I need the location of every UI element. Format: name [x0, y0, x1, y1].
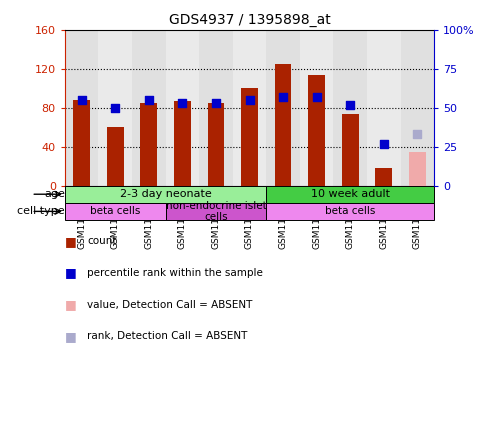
Text: beta cells: beta cells [325, 206, 375, 217]
Bar [266, 186, 434, 203]
Text: percentile rank within the sample: percentile rank within the sample [87, 268, 263, 278]
Bar [333, 30, 367, 186]
Point [178, 99, 186, 106]
Bar [199, 30, 233, 186]
Bar [65, 30, 98, 186]
Text: count: count [87, 236, 117, 246]
Text: ■: ■ [65, 298, 77, 311]
Bar [65, 203, 166, 220]
Text: 10 week adult: 10 week adult [311, 189, 390, 199]
Text: ■: ■ [65, 330, 77, 343]
Bar [401, 30, 434, 186]
Text: rank, Detection Call = ABSENT: rank, Detection Call = ABSENT [87, 331, 248, 341]
Bar [308, 75, 325, 186]
Bar [375, 168, 392, 186]
Bar [174, 101, 191, 186]
Text: 2-3 day neonate: 2-3 day neonate [120, 189, 212, 199]
Text: age: age [44, 189, 65, 199]
Bar [241, 88, 258, 186]
Text: cell type: cell type [17, 206, 65, 217]
Bar [107, 127, 124, 186]
Bar [300, 30, 333, 186]
Text: beta cells: beta cells [90, 206, 140, 217]
Title: GDS4937 / 1395898_at: GDS4937 / 1395898_at [169, 13, 330, 27]
Bar [166, 30, 199, 186]
Text: ■: ■ [65, 266, 77, 279]
Bar [409, 151, 426, 186]
Bar [342, 115, 359, 186]
Bar [73, 100, 90, 186]
Point [346, 101, 354, 108]
Point [78, 96, 86, 103]
Bar [132, 30, 166, 186]
Text: value, Detection Call = ABSENT: value, Detection Call = ABSENT [87, 299, 252, 310]
Point [279, 93, 287, 100]
Bar [208, 103, 225, 186]
Bar [166, 203, 266, 220]
Point [246, 96, 253, 103]
Point [212, 99, 220, 106]
Bar [367, 30, 401, 186]
Bar [98, 30, 132, 186]
Point [111, 104, 119, 111]
Point [380, 140, 388, 147]
Bar [233, 30, 266, 186]
Text: ■: ■ [65, 235, 77, 247]
Bar [266, 203, 434, 220]
Bar [65, 186, 266, 203]
Text: non-endocrine islet
cells: non-endocrine islet cells [166, 201, 266, 222]
Bar [266, 30, 300, 186]
Point [145, 96, 153, 103]
Point [413, 131, 421, 137]
Point [313, 93, 321, 100]
Bar [274, 64, 291, 186]
Bar [140, 103, 157, 186]
